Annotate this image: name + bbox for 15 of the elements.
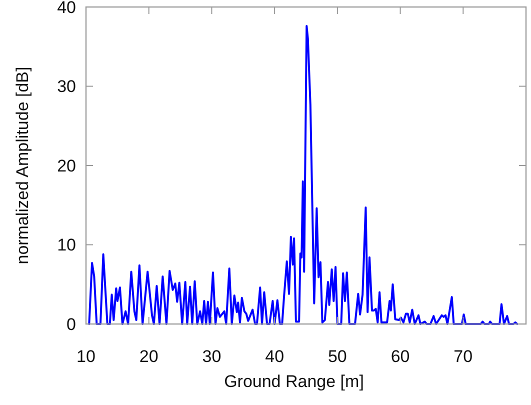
y-tick-label: 0 xyxy=(66,314,76,334)
x-tick-label: 50 xyxy=(328,347,347,366)
x-tick-label: 20 xyxy=(139,347,158,366)
x-axis-title: Ground Range [m] xyxy=(224,372,364,391)
y-tick-label: 40 xyxy=(57,0,76,17)
x-tick-label: 60 xyxy=(390,347,410,366)
x-tick-label: 10 xyxy=(76,347,96,366)
y-tick-label: 20 xyxy=(57,156,76,176)
line-series xyxy=(88,25,518,325)
y-tick-label: 30 xyxy=(57,77,76,96)
x-tick-label: 40 xyxy=(265,347,284,366)
x-tick-label: 30 xyxy=(202,347,222,366)
x-tick-label: 70 xyxy=(454,347,473,366)
y-axis-title: normalized Amplitude [dB] xyxy=(13,66,32,264)
y-tick-label: 10 xyxy=(57,236,76,255)
